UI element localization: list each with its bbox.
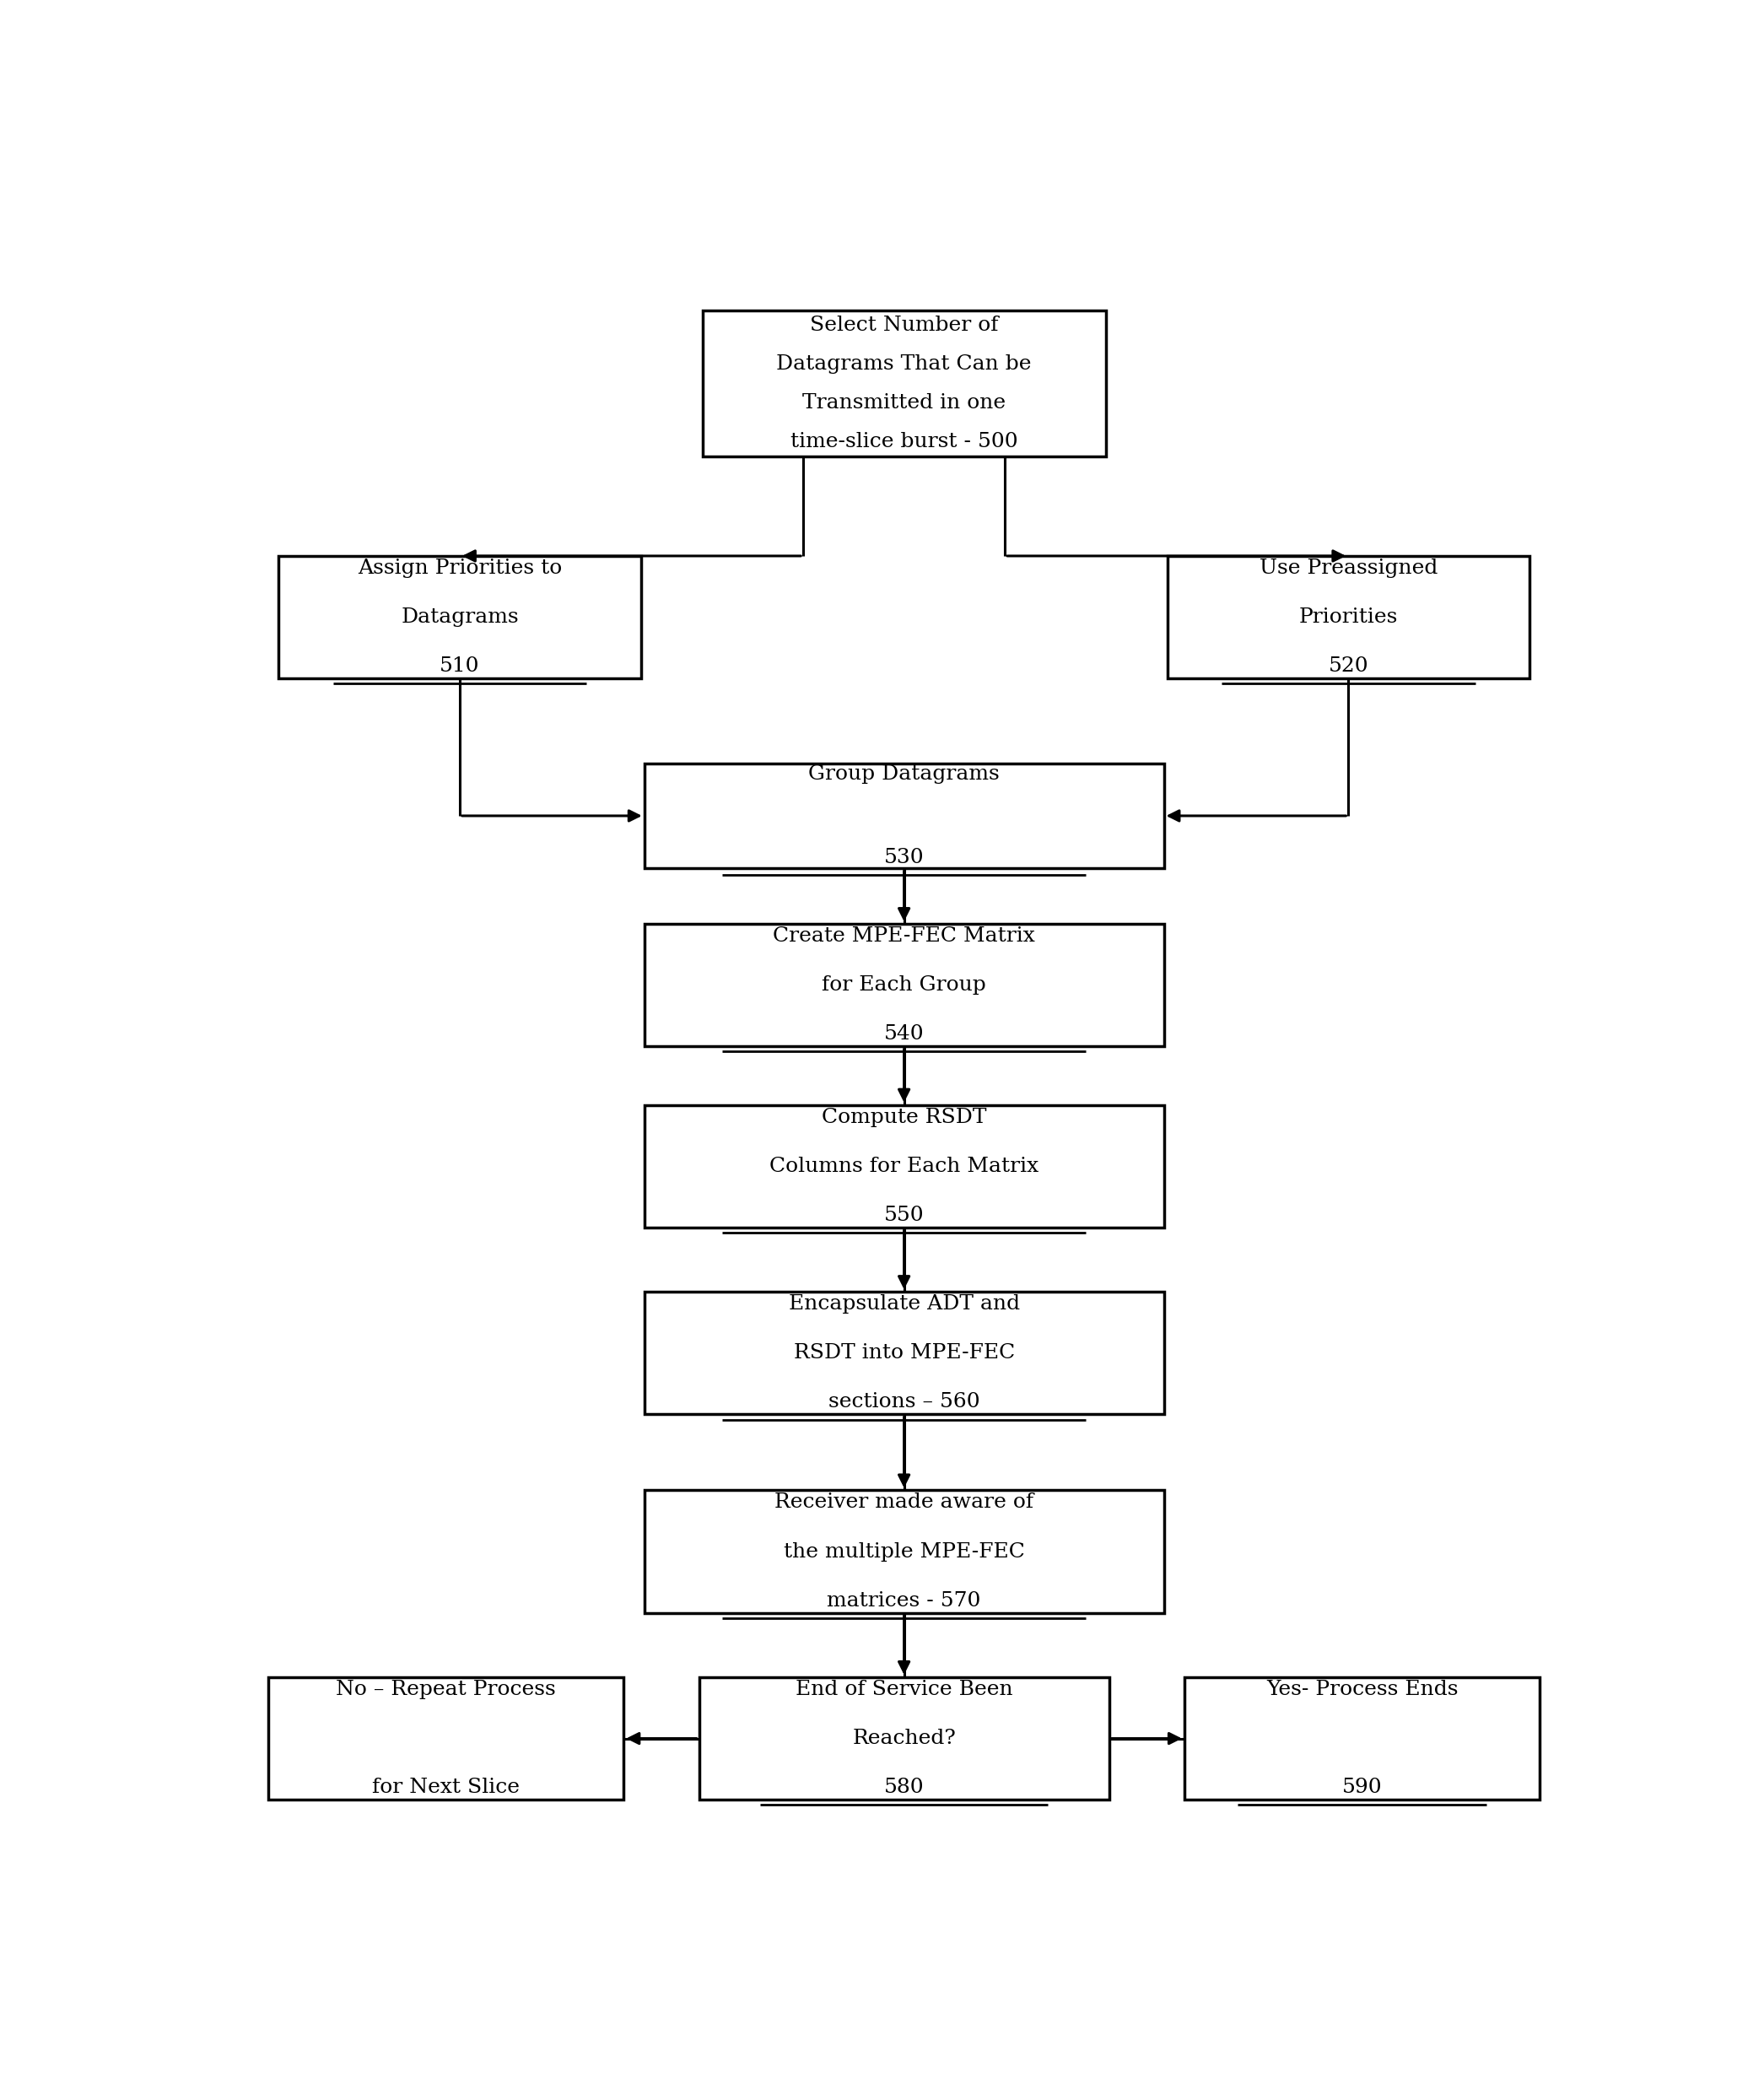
- FancyBboxPatch shape: [1168, 557, 1529, 680]
- Text: matrices - 570: matrices - 570: [827, 1592, 981, 1610]
- Text: RSDT into MPE-FEC: RSDT into MPE-FEC: [794, 1342, 1014, 1363]
- FancyBboxPatch shape: [279, 557, 640, 680]
- FancyBboxPatch shape: [644, 925, 1164, 1047]
- Text: Receiver made aware of: Receiver made aware of: [774, 1492, 1034, 1513]
- Text: 550: 550: [884, 1205, 924, 1224]
- Text: Datagrams: Datagrams: [400, 607, 519, 628]
- Text: 580: 580: [884, 1779, 924, 1797]
- FancyBboxPatch shape: [644, 763, 1164, 869]
- Text: for Next Slice: for Next Slice: [372, 1779, 520, 1797]
- Text: Datagrams That Can be: Datagrams That Can be: [776, 355, 1032, 374]
- Text: Use Preassigned: Use Preassigned: [1259, 559, 1438, 578]
- Text: for Each Group: for Each Group: [822, 975, 986, 995]
- Text: 520: 520: [1328, 657, 1369, 675]
- Text: No – Repeat Process: No – Repeat Process: [337, 1679, 556, 1700]
- Text: Columns for Each Matrix: Columns for Each Matrix: [769, 1157, 1039, 1176]
- FancyBboxPatch shape: [644, 1105, 1164, 1228]
- FancyBboxPatch shape: [644, 1490, 1164, 1613]
- Text: sections – 560: sections – 560: [829, 1392, 979, 1411]
- Text: Compute RSDT: Compute RSDT: [822, 1108, 986, 1126]
- Text: 590: 590: [1342, 1779, 1383, 1797]
- Text: Select Number of: Select Number of: [810, 316, 998, 335]
- Text: Yes- Process Ends: Yes- Process Ends: [1267, 1679, 1459, 1700]
- Text: Create MPE-FEC Matrix: Create MPE-FEC Matrix: [773, 927, 1035, 945]
- Text: time-slice burst - 500: time-slice burst - 500: [790, 432, 1018, 451]
- Text: Transmitted in one: Transmitted in one: [803, 393, 1005, 414]
- Text: 510: 510: [439, 657, 480, 675]
- Text: 530: 530: [884, 848, 924, 867]
- Text: Encapsulate ADT and: Encapsulate ADT and: [789, 1295, 1020, 1313]
- FancyBboxPatch shape: [702, 312, 1106, 457]
- Text: Group Datagrams: Group Datagrams: [808, 765, 1000, 783]
- FancyBboxPatch shape: [699, 1677, 1110, 1800]
- Text: 540: 540: [884, 1024, 924, 1043]
- FancyBboxPatch shape: [268, 1677, 624, 1800]
- Text: Reached?: Reached?: [852, 1729, 956, 1748]
- Text: Priorities: Priorities: [1298, 607, 1397, 628]
- Text: the multiple MPE-FEC: the multiple MPE-FEC: [783, 1542, 1025, 1561]
- Text: Assign Priorities to: Assign Priorities to: [358, 559, 563, 578]
- FancyBboxPatch shape: [1184, 1677, 1540, 1800]
- Text: End of Service Been: End of Service Been: [796, 1679, 1013, 1700]
- FancyBboxPatch shape: [644, 1293, 1164, 1415]
